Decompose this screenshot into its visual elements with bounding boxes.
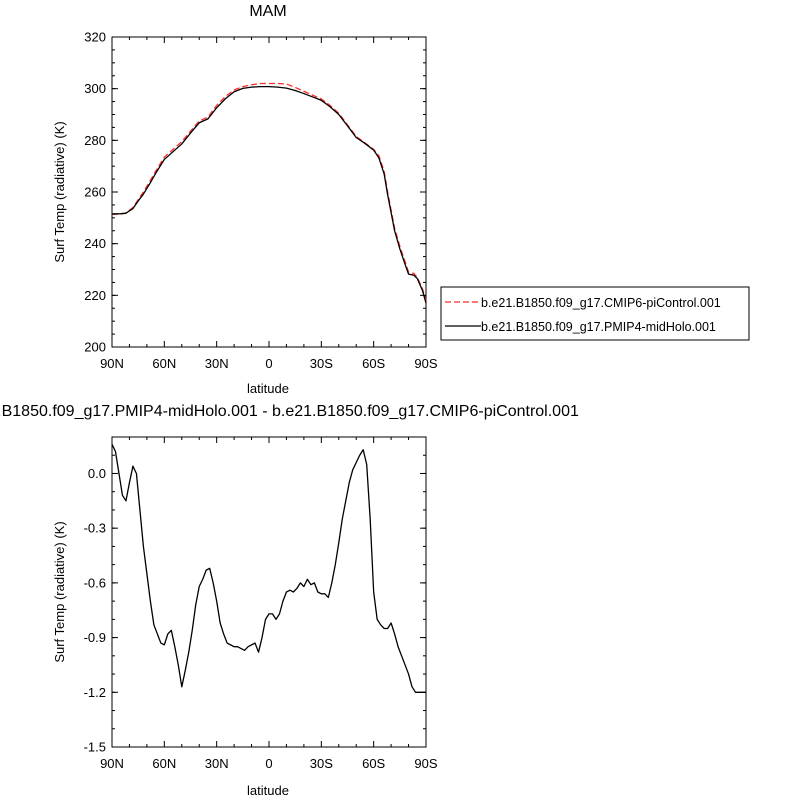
bottom-chart-x-tick-label: 60S [362, 756, 385, 771]
legend-label-picontrol: b.e21.B1850.f09_g17.CMIP6-piControl.001 [481, 296, 721, 310]
top-chart: MAM 90N 60N 30N 0 30S 60S 90S 200 220 240 260 280 30… [52, 3, 750, 396]
top-chart-series-line-1 [111, 85, 427, 304]
top-chart-x-tick-label: 90N [100, 356, 124, 371]
top-chart-legend: b.e21.B1850.f09_g17.CMIP6-piControl.001 … [440, 286, 750, 341]
bottom-chart-y-tick-label: -1.5 [84, 740, 106, 755]
top-chart-y-tick-label: 240 [84, 236, 106, 251]
bottom-chart-series-line-0 [111, 444, 426, 693]
top-chart-x-axis-label: latitude [247, 381, 289, 396]
bottom-chart-y-tick-label: -1.2 [84, 685, 106, 700]
top-chart-x-tick-label: 0 [265, 356, 272, 371]
top-chart-plot-area: 90N 60N 30N 0 30S 60S 90S 200 220 240 260 280 300 320 [84, 30, 438, 372]
top-chart-x-tick-label: 30S [310, 356, 333, 371]
bottom-chart-x-tick-label: 60N [152, 756, 176, 771]
legend-box [440, 286, 750, 341]
bottom-chart-y-tick-label: 0.0 [88, 466, 106, 481]
bottom-chart-x-tick-label: 90N [100, 756, 124, 771]
top-chart-title: MAM [249, 3, 286, 20]
bottom-chart: b.e21.B1850.f09_g17.PMIP4-midHolo.001 - … [0, 403, 579, 798]
top-chart-series-line-0 [111, 82, 427, 301]
bottom-chart-x-axis-label: latitude [247, 783, 289, 798]
top-chart-y-tick-label: 200 [84, 340, 106, 355]
bottom-chart-x-tick-label: 30S [310, 756, 333, 771]
bottom-chart-y-tick-label: -0.9 [84, 630, 106, 645]
top-chart-x-tick-label: 30N [205, 356, 229, 371]
top-chart-y-tick-label: 300 [84, 81, 106, 96]
top-chart-y-tick-label: 320 [84, 30, 106, 45]
top-chart-x-tick-label: 60S [362, 356, 385, 371]
bottom-chart-y-tick-label: -0.6 [84, 575, 106, 590]
bottom-chart-y-tick-label: -0.3 [84, 521, 106, 536]
bottom-chart-plot-area: 90N 60N 30N 0 30S 60S 90S 0.0 -0.3 -0.6 -0.9 -1.2 -1… [84, 436, 438, 771]
bottom-chart-x-tick-label: 0 [265, 756, 272, 771]
bottom-chart-frame [111, 436, 427, 748]
top-chart-y-axis-label: Surf Temp (radiative) (K) [52, 121, 67, 262]
top-chart-y-tick-label: 280 [84, 133, 106, 148]
top-chart-x-tick-label: 90S [414, 356, 437, 371]
bottom-chart-x-tick-label: 90S [414, 756, 437, 771]
legend-label-midholo: b.e21.B1850.f09_g17.PMIP4-midHolo.001 [481, 320, 716, 334]
top-chart-x-tick-label: 60N [152, 356, 176, 371]
top-chart-y-tick-label: 220 [84, 288, 106, 303]
top-chart-y-tick-label: 260 [84, 185, 106, 200]
bottom-chart-title: b.e21.B1850.f09_g17.PMIP4-midHolo.001 - … [0, 403, 579, 420]
bottom-chart-y-axis-label: Surf Temp (radiative) (K) [52, 521, 67, 662]
bottom-chart-x-tick-label: 30N [205, 756, 229, 771]
